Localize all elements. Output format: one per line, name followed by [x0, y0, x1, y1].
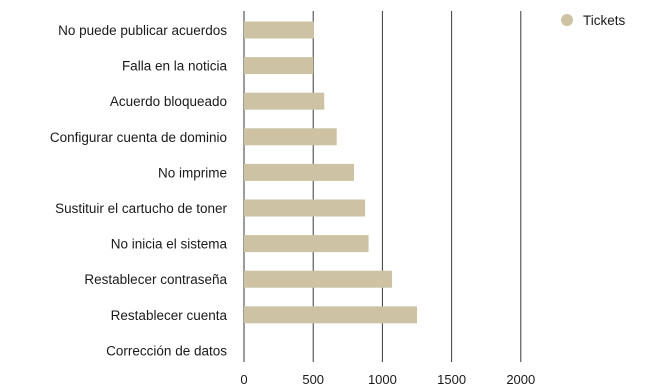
x-tick-label: 2000	[506, 372, 535, 387]
category-label: Corrección de datos	[106, 343, 227, 358]
bar-8	[244, 306, 417, 324]
category-label: No inicia el sistema	[111, 237, 228, 252]
category-labels: No puede publicar acuerdos Falla en la no…	[50, 23, 228, 358]
bar-1	[244, 57, 314, 75]
x-tick-label: 1500	[437, 372, 466, 387]
category-label: No imprime	[158, 165, 227, 180]
x-tick-label: 1000	[368, 372, 397, 387]
x-tick-labels: 0 500 1000 1500 2000	[240, 372, 535, 387]
legend-label-tickets: Tickets	[583, 13, 626, 28]
category-label: Acuerdo bloqueado	[110, 94, 227, 109]
category-label: Restablecer cuenta	[111, 308, 228, 323]
bar-7	[244, 270, 393, 288]
category-label: Sustituir el cartucho de toner	[55, 201, 227, 216]
bar-4	[244, 163, 355, 181]
legend-swatch-tickets	[561, 14, 573, 26]
category-label: Configurar cuenta de dominio	[50, 130, 227, 145]
category-label: No puede publicar acuerdos	[58, 23, 227, 38]
bar-0	[244, 21, 314, 39]
bar-3	[244, 128, 337, 146]
legend: Tickets	[561, 13, 626, 28]
category-label: Falla en la noticia	[122, 59, 228, 74]
bar-6	[244, 235, 369, 253]
x-tick-label: 0	[240, 372, 247, 387]
bar-2	[244, 92, 325, 110]
bar-5	[244, 199, 366, 217]
category-label: Restablecer contraseña	[84, 272, 227, 287]
x-tick-label: 500	[302, 372, 324, 387]
bars	[244, 21, 417, 324]
